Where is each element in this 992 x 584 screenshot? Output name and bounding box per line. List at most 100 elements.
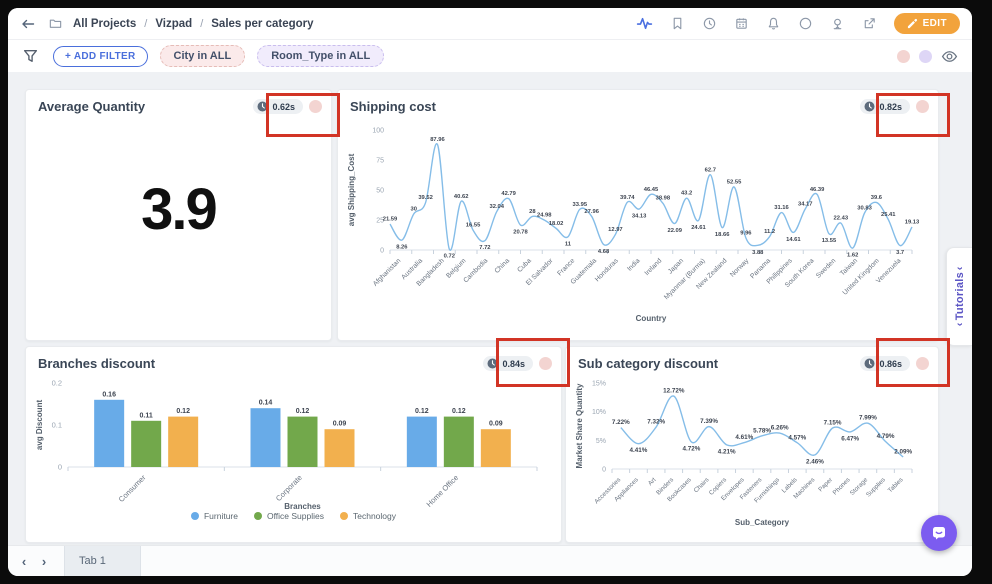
add-filter-button[interactable]: + ADD FILTER	[53, 45, 148, 67]
svg-text:21.59: 21.59	[383, 217, 398, 223]
svg-text:0.16: 0.16	[102, 391, 116, 398]
bookmark-icon[interactable]	[670, 16, 685, 31]
svg-text:24.61: 24.61	[691, 225, 706, 231]
legend-item-furniture[interactable]: Furniture	[190, 511, 238, 521]
svg-text:4.61%: 4.61%	[735, 434, 753, 441]
svg-text:39.6: 39.6	[871, 195, 883, 201]
svg-text:avg Discount: avg Discount	[35, 400, 44, 451]
svg-text:Ireland: Ireland	[644, 257, 664, 277]
chat-widget-button[interactable]	[921, 515, 957, 551]
svg-text:28: 28	[529, 209, 536, 215]
prev-tab-icon[interactable]: ‹	[21, 553, 27, 569]
refresh-dot[interactable]	[309, 100, 322, 113]
kpi-value: 3.9	[141, 177, 218, 242]
edit-button-label: EDIT	[922, 18, 947, 29]
legend-label: Technology	[353, 511, 397, 521]
back-icon[interactable]	[20, 16, 36, 32]
filter-chip-city[interactable]: City in ALL	[159, 45, 246, 67]
svg-text:Myanmar (Burma): Myanmar (Burma)	[663, 257, 707, 301]
svg-text:Honduras: Honduras	[594, 257, 620, 283]
svg-text:7.39%: 7.39%	[700, 418, 718, 425]
chat-icon	[933, 527, 945, 540]
history-icon[interactable]	[702, 16, 717, 31]
svg-text:7.15%: 7.15%	[824, 420, 842, 427]
svg-text:87.96: 87.96	[430, 137, 445, 143]
svg-text:0.12: 0.12	[176, 408, 190, 415]
svg-text:19.13: 19.13	[905, 220, 920, 226]
svg-text:0.12: 0.12	[415, 408, 429, 415]
notifications-icon[interactable]	[766, 16, 781, 31]
chevron-icon: ‹	[953, 266, 966, 271]
svg-text:38.98: 38.98	[656, 196, 671, 202]
legend-dot	[190, 512, 199, 520]
svg-text:75: 75	[376, 158, 384, 165]
eye-icon[interactable]	[941, 48, 958, 65]
tab-1[interactable]: Tab 1	[64, 546, 141, 576]
svg-text:100: 100	[372, 128, 384, 135]
svg-text:7.72: 7.72	[479, 245, 490, 251]
svg-text:11: 11	[565, 241, 572, 247]
svg-text:0.72: 0.72	[444, 254, 455, 260]
svg-text:4.72%: 4.72%	[682, 445, 700, 452]
tutorials-tab[interactable]: ‹ Tutorials ‹	[946, 247, 972, 346]
breadcrumb-vizpad[interactable]: Vizpad	[155, 17, 193, 30]
breadcrumb-separator: /	[144, 17, 148, 30]
svg-text:Consumer: Consumer	[117, 473, 148, 504]
panel-branches-discount: Branches discount 0.84s 0 0.1 0.2 Consumer C…	[25, 346, 562, 543]
top-navigation-bar: All Projects / Vizpad / Sales per catego…	[8, 8, 972, 40]
svg-text:0.12: 0.12	[296, 408, 310, 415]
branches-chart[interactable]: 0 0.1 0.2 Consumer Corporate Home Office Branc…	[32, 373, 547, 513]
status-circle-icon[interactable]	[798, 16, 813, 31]
svg-text:0.14: 0.14	[259, 400, 273, 407]
calendar-icon[interactable]	[734, 16, 749, 31]
shipping-chart[interactable]: 0255075100AfghanistanAustraliaBangladesh…	[344, 116, 922, 328]
legend-item-office-supplies[interactable]: Office Supplies	[253, 511, 324, 521]
refresh-dot[interactable]	[916, 357, 929, 370]
folder-icon[interactable]	[48, 16, 63, 31]
refresh-dot[interactable]	[539, 357, 552, 370]
svg-text:0.2: 0.2	[52, 379, 62, 388]
svg-text:30: 30	[411, 207, 417, 213]
svg-text:31.16: 31.16	[774, 205, 789, 211]
clock-icon	[864, 358, 875, 369]
svg-text:Taiwan: Taiwan	[839, 257, 859, 277]
clock-icon	[487, 358, 498, 369]
legend-dot	[340, 512, 348, 520]
svg-text:0.12: 0.12	[452, 408, 466, 415]
svg-text:25.41: 25.41	[881, 212, 896, 218]
svg-text:0.09: 0.09	[489, 421, 503, 428]
filter-bar: + ADD FILTER City in ALL Room_Type in AL…	[8, 40, 972, 73]
svg-text:18.02: 18.02	[549, 221, 564, 227]
legend-item-technology[interactable]: Technology	[340, 511, 396, 521]
dashboard-canvas: Average Quantity 0.62s 3.9 Shipping cost	[8, 72, 972, 546]
svg-text:14.61: 14.61	[786, 237, 801, 243]
pink-status-dot[interactable]	[897, 49, 910, 63]
svg-text:2.09%: 2.09%	[894, 449, 912, 456]
svg-text:0: 0	[58, 463, 62, 472]
activity-icon[interactable]	[636, 15, 653, 32]
panel-shipping-cost: Shipping cost 0.82s 0 25 50 75 100 Afghanista…	[337, 89, 939, 341]
filter-bar-right	[897, 48, 958, 65]
refresh-dot[interactable]	[916, 100, 929, 113]
svg-text:8.26: 8.26	[396, 245, 408, 251]
purple-status-dot[interactable]	[919, 49, 932, 63]
svg-text:Sweden: Sweden	[815, 257, 837, 279]
svg-text:33.95: 33.95	[573, 202, 588, 208]
presentation-icon[interactable]	[830, 16, 845, 31]
share-icon[interactable]	[862, 16, 877, 31]
filter-chip-room-type[interactable]: Room_Type in ALL	[257, 45, 385, 67]
breadcrumb-all-projects[interactable]: All Projects	[73, 17, 137, 30]
load-time-badge: 0.82s	[860, 99, 910, 114]
svg-text:Norway: Norway	[729, 257, 751, 279]
edit-button[interactable]: EDIT	[893, 13, 960, 34]
svg-text:7.32%: 7.32%	[647, 419, 665, 426]
chevron-icon: ‹	[953, 322, 966, 327]
load-time-badge: 0.62s	[253, 99, 303, 114]
svg-text:24.98: 24.98	[537, 213, 552, 219]
svg-text:4.57%: 4.57%	[788, 434, 806, 441]
svg-text:32.04: 32.04	[490, 204, 505, 210]
funnel-icon[interactable]	[22, 48, 39, 65]
next-tab-icon[interactable]: ›	[41, 553, 47, 569]
svg-text:Supplies: Supplies	[865, 476, 887, 498]
